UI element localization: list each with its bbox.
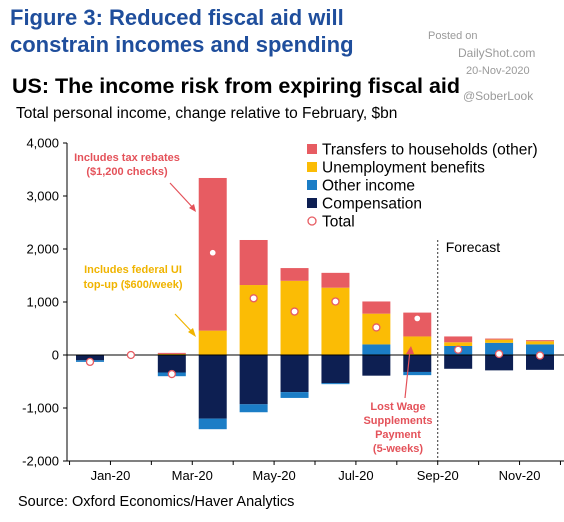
bar-segment-other: [239, 404, 268, 413]
bar-segment-other: [485, 342, 514, 355]
bar-segment-transfers: [403, 312, 432, 337]
bar-segment-compensation: [321, 355, 350, 384]
bar-segment-unemployment: [198, 330, 227, 355]
bar-segment-compensation: [76, 355, 104, 361]
total-marker: [290, 307, 299, 316]
total-marker: [454, 345, 463, 354]
annotation-lost-wage-line: (5-weeks): [373, 443, 423, 455]
bar-segment-compensation: [157, 355, 186, 373]
bar-segment-other: [280, 392, 309, 398]
bar-segment-compensation: [444, 355, 473, 369]
total-marker: [126, 350, 136, 360]
x-tick-label: Mar-20: [172, 468, 213, 483]
legend-label: Compensation: [322, 196, 422, 213]
bar-segment-unemployment: [157, 353, 186, 355]
figure-title: Figure 3: Reduced fiscal aid will constr…: [10, 5, 354, 57]
legend-swatch: [307, 162, 317, 172]
bar-segment-unemployment: [526, 341, 554, 345]
bar-segment-compensation: [362, 355, 391, 376]
bar-segment-compensation: [485, 355, 514, 371]
y-tick-label: 0: [52, 348, 59, 363]
bar-segment-unemployment: [485, 339, 514, 343]
bar-segment-unemployment: [444, 342, 473, 346]
bar-segment-compensation: [280, 355, 309, 393]
bar-segment-compensation: [198, 355, 227, 419]
legend-label: Transfers to households (other): [322, 142, 538, 159]
legend-label: Total: [322, 214, 355, 231]
y-tick-label: -1,000: [22, 401, 59, 416]
bar-segment-other: [362, 344, 391, 355]
x-tick-label: Jan-20: [91, 468, 131, 483]
bar-segment-other: [321, 383, 350, 385]
annotation-tax-rebates-line: Includes tax rebates: [74, 152, 180, 164]
watermark-site: DailyShot.com: [458, 46, 536, 60]
bar-segment-transfers: [157, 352, 186, 354]
bar-segment-transfers: [280, 268, 309, 281]
x-tick-label: Jul-20: [338, 468, 373, 483]
total-marker: [249, 294, 258, 303]
y-tick-label: 4,000: [26, 136, 59, 151]
total-marker: [494, 349, 504, 359]
bar-segment-compensation: [526, 355, 554, 370]
y-tick-label: -2,000: [22, 454, 59, 469]
annotation-federal-ui-line: Includes federal UI: [84, 264, 182, 276]
forecast-label: Forecast: [446, 239, 501, 255]
total-marker: [331, 297, 340, 306]
annotation-lost-wage-arrowhead: [406, 346, 414, 354]
bar-segment-transfers: [321, 272, 350, 288]
annotation-federal-ui-arrowhead: [188, 328, 196, 337]
source-note: Source: Oxford Economics/Haver Analytics: [18, 494, 295, 510]
annotation-tax-rebates-line: ($1,200 checks): [86, 166, 168, 178]
bar-segment-other: [198, 418, 227, 430]
chart-subtitle: Total personal income, change relative t…: [16, 105, 398, 122]
annotation-tax-rebates-arrowhead: [189, 204, 196, 212]
bar-segment-other: [526, 344, 554, 355]
bar-segment-compensation: [403, 355, 432, 372]
watermark-posted-on: Posted on: [428, 30, 478, 42]
legend-label: Unemployment benefits: [322, 160, 485, 177]
bar-segment-transfers: [239, 239, 268, 286]
total-marker: [413, 314, 422, 323]
y-tick-label: 1,000: [26, 295, 59, 310]
annotation-federal-ui-line: top-up ($600/week): [83, 279, 182, 291]
bar-segment-transfers: [526, 340, 554, 342]
annotation-lost-wage-line: Payment: [375, 429, 421, 441]
legend-swatch: [307, 180, 317, 190]
bar-segment-other: [403, 371, 432, 376]
total-marker: [535, 351, 545, 360]
annotation-lost-wage-arrow: [404, 349, 411, 399]
bar-segment-transfers: [444, 336, 473, 343]
watermark-date: 20-Nov-2020: [466, 65, 530, 77]
annotation-lost-wage-line: Supplements: [363, 415, 432, 427]
legend-swatch: [307, 198, 317, 208]
y-tick-label: 2,000: [26, 242, 59, 257]
legend-swatch: [307, 144, 317, 154]
bar-segment-transfers: [362, 301, 391, 314]
y-tick-label: 3,000: [26, 189, 59, 204]
x-tick-label: Sep-20: [417, 468, 459, 483]
annotation-lost-wage-line: Lost Wage: [370, 401, 425, 413]
total-marker: [208, 248, 217, 257]
legend-swatch-total: [307, 216, 317, 226]
legend-label: Other income: [322, 178, 415, 195]
chart-title: US: The income risk from expiring fiscal…: [12, 74, 461, 98]
x-tick-label: Nov-20: [499, 468, 541, 483]
total-marker: [167, 369, 176, 379]
annotation-tax-rebates-arrow: [169, 182, 196, 211]
x-tick-label: May-20: [252, 468, 295, 483]
bar-segment-compensation: [239, 355, 268, 405]
bar-segment-unemployment: [280, 280, 309, 355]
total-marker: [85, 357, 95, 367]
total-marker: [372, 323, 381, 332]
bar-segment-transfers: [485, 338, 514, 340]
watermark-handle: @SoberLook: [463, 89, 534, 103]
